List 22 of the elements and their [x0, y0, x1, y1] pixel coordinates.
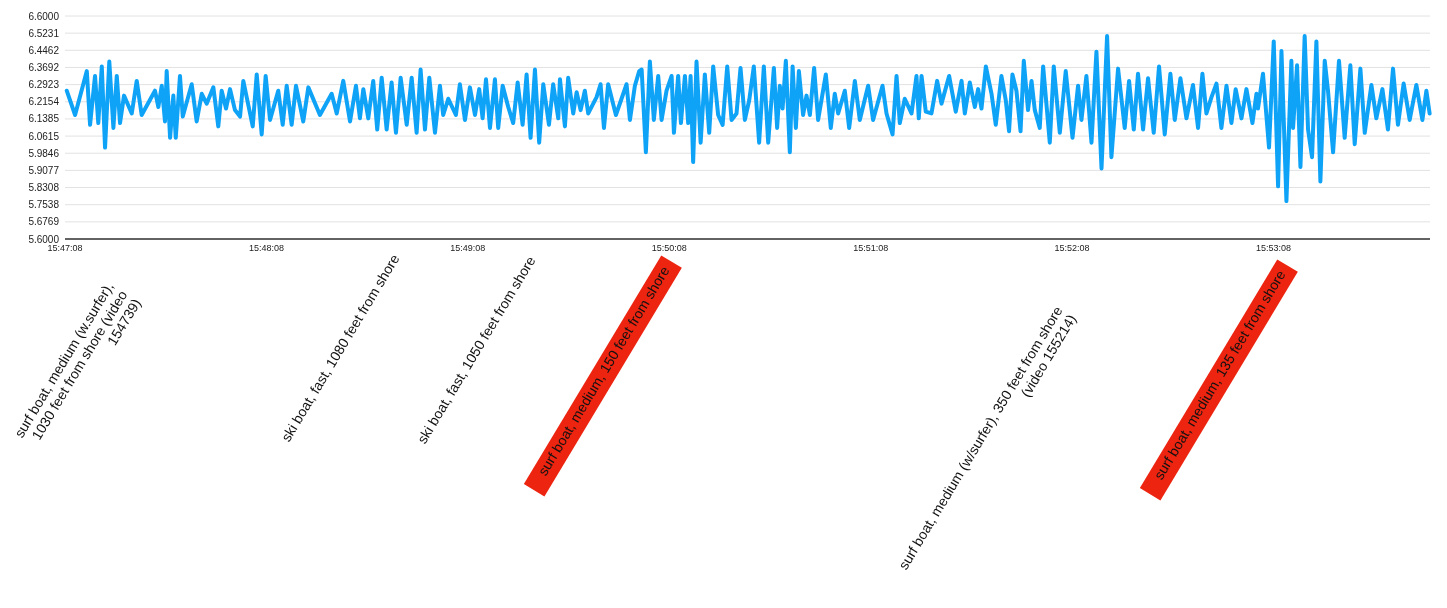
- y-tick-label: 6.2923: [28, 79, 60, 91]
- y-tick-label: 6.4462: [28, 44, 60, 56]
- y-tick-label: 6.6000: [28, 10, 60, 22]
- x-tick-label: 15:47:08: [47, 243, 83, 253]
- y-tick-label: 6.0615: [28, 130, 60, 142]
- y-tick-label: 6.3692: [28, 61, 60, 73]
- x-tick-label: 15:50:08: [651, 243, 687, 253]
- x-tick-label: 15:48:08: [248, 243, 284, 253]
- line-series: [64, 34, 1432, 204]
- x-tick-label: 15:52:08: [1054, 243, 1090, 253]
- y-tick-label: 5.6769: [28, 216, 60, 228]
- y-tick-label: 5.8308: [28, 182, 60, 194]
- y-tick-label: 5.6000: [28, 233, 60, 245]
- y-tick-label: 5.7538: [28, 199, 60, 211]
- y-tick-label: 5.9077: [28, 164, 60, 176]
- y-tick-label: 6.2154: [28, 96, 60, 108]
- x-tick-label: 15:53:08: [1256, 243, 1292, 253]
- y-tick-label: 6.1385: [28, 113, 60, 125]
- x-tick-label: 15:51:08: [853, 243, 889, 253]
- y-tick-label: 5.9846: [28, 147, 60, 159]
- y-tick-label: 6.5231: [28, 27, 60, 39]
- x-tick-label: 15:49:08: [450, 243, 486, 253]
